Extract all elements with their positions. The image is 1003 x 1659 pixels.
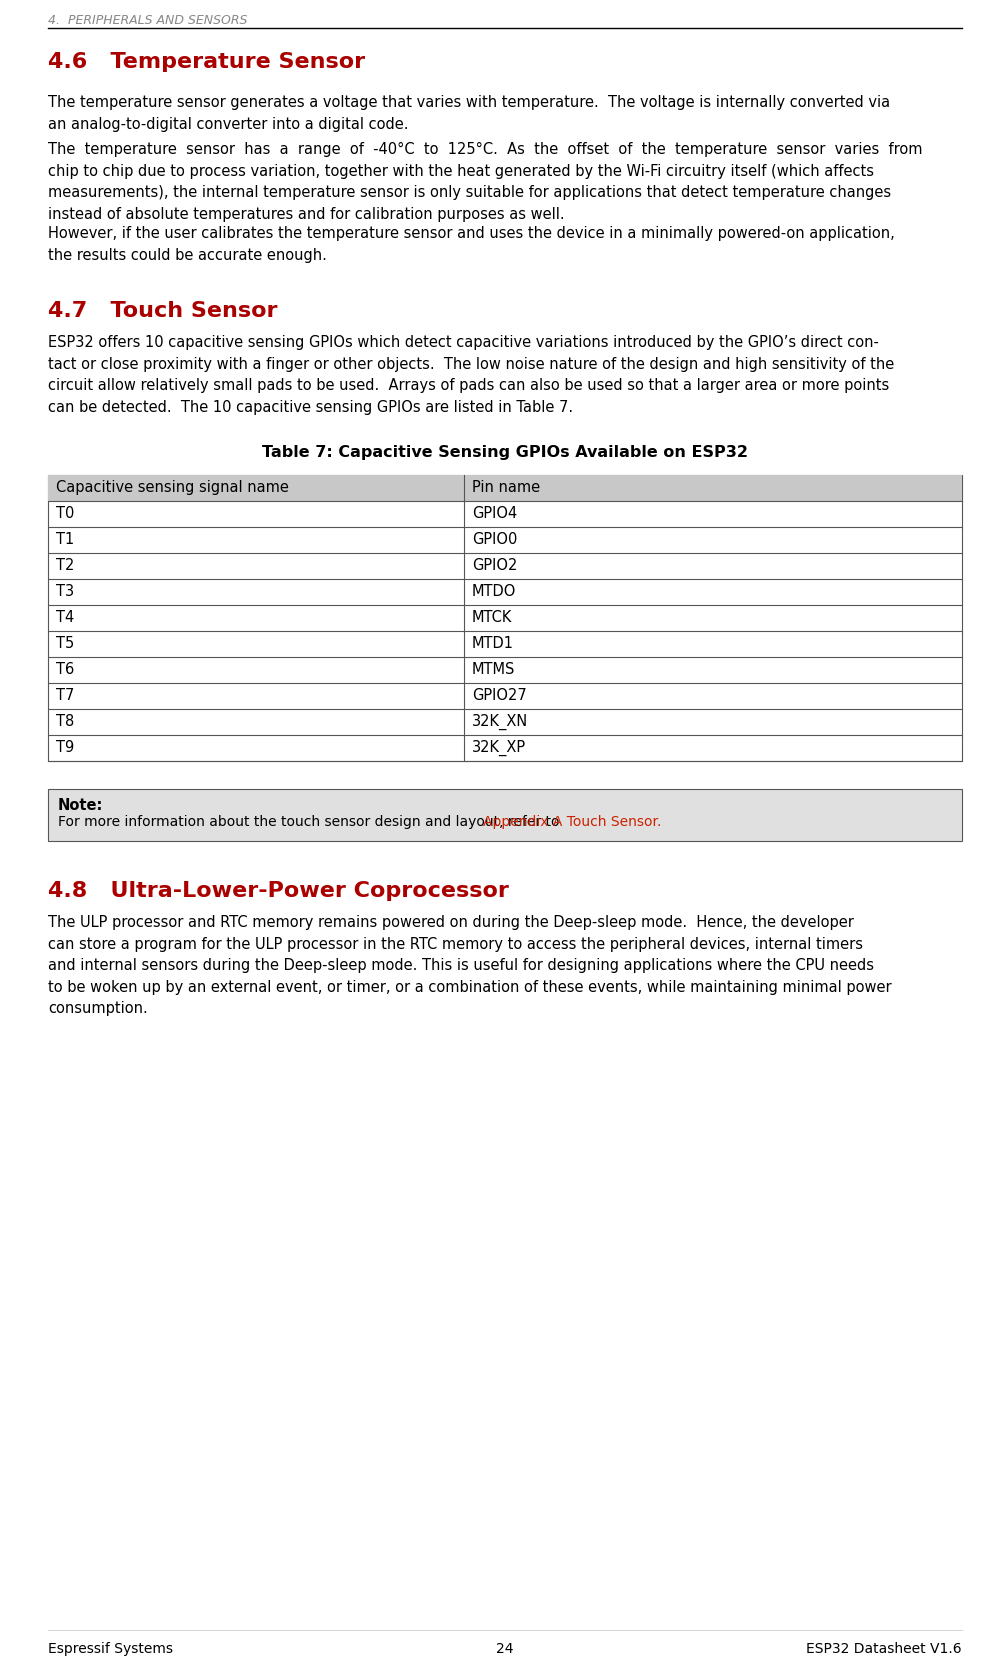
- Text: Pin name: Pin name: [471, 479, 540, 494]
- Text: The ULP processor and RTC memory remains powered on during the Deep-sleep mode. : The ULP processor and RTC memory remains…: [48, 916, 891, 1017]
- Text: T0: T0: [56, 506, 74, 521]
- Text: ESP32 Datasheet V1.6: ESP32 Datasheet V1.6: [805, 1642, 961, 1656]
- Text: T1: T1: [56, 533, 74, 547]
- Bar: [48, 790, 961, 841]
- Text: MTDO: MTDO: [471, 584, 516, 599]
- Text: 4.8   Ultra-Lower-Power Coprocessor: 4.8 Ultra-Lower-Power Coprocessor: [48, 881, 509, 901]
- Text: Espressif Systems: Espressif Systems: [48, 1642, 173, 1656]
- Text: T7: T7: [56, 688, 74, 703]
- Text: MTD1: MTD1: [471, 635, 514, 650]
- Text: 32K_XN: 32K_XN: [471, 713, 528, 730]
- Text: T9: T9: [56, 740, 74, 755]
- Text: Note:: Note:: [58, 798, 103, 813]
- Text: The  temperature  sensor  has  a  range  of  -40°C  to  125°C.  As  the  offset : The temperature sensor has a range of -4…: [48, 143, 922, 222]
- Text: For more information about the touch sensor design and layout, refer to: For more information about the touch sen…: [58, 815, 564, 830]
- Text: MTMS: MTMS: [471, 662, 515, 677]
- Text: 4.6   Temperature Sensor: 4.6 Temperature Sensor: [48, 51, 365, 71]
- Text: Appendix A Touch Sensor.: Appendix A Touch Sensor.: [482, 815, 661, 830]
- Text: T6: T6: [56, 662, 74, 677]
- Text: T2: T2: [56, 557, 74, 572]
- Text: 4.  PERIPHERALS AND SENSORS: 4. PERIPHERALS AND SENSORS: [48, 13, 247, 27]
- Text: Capacitive sensing signal name: Capacitive sensing signal name: [56, 479, 289, 494]
- Text: T4: T4: [56, 611, 74, 625]
- Text: T3: T3: [56, 584, 74, 599]
- Text: ESP32 offers 10 capacitive sensing GPIOs which detect capacitive variations intr: ESP32 offers 10 capacitive sensing GPIOs…: [48, 335, 894, 415]
- Text: GPIO0: GPIO0: [471, 533, 517, 547]
- Text: GPIO4: GPIO4: [471, 506, 517, 521]
- Text: 4.7   Touch Sensor: 4.7 Touch Sensor: [48, 300, 277, 320]
- Text: GPIO27: GPIO27: [471, 688, 527, 703]
- Text: However, if the user calibrates the temperature sensor and uses the device in a : However, if the user calibrates the temp…: [48, 226, 894, 262]
- Text: The temperature sensor generates a voltage that varies with temperature.  The vo: The temperature sensor generates a volta…: [48, 95, 890, 131]
- Text: T8: T8: [56, 713, 74, 728]
- Text: T5: T5: [56, 635, 74, 650]
- Text: GPIO2: GPIO2: [471, 557, 517, 572]
- Text: Table 7: Capacitive Sensing GPIOs Available on ESP32: Table 7: Capacitive Sensing GPIOs Availa…: [262, 445, 747, 460]
- Bar: [48, 474, 961, 501]
- Text: 32K_XP: 32K_XP: [471, 740, 526, 757]
- Text: MTCK: MTCK: [471, 611, 512, 625]
- Text: 24: 24: [495, 1642, 514, 1656]
- Bar: [48, 474, 961, 761]
